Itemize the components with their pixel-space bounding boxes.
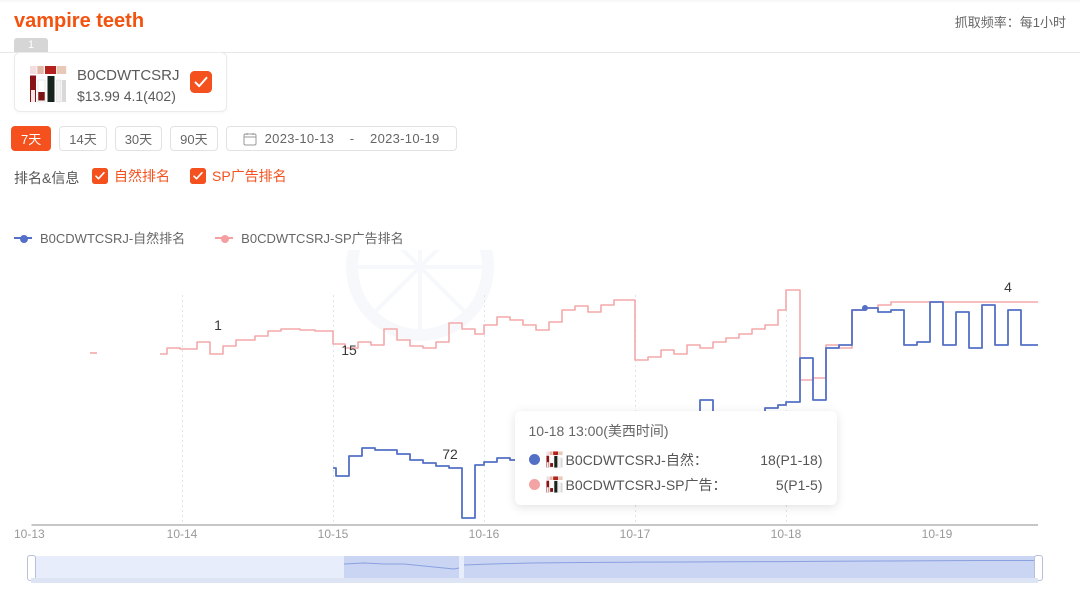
- svg-text:1: 1: [214, 317, 222, 333]
- svg-text:15: 15: [341, 342, 357, 358]
- svg-text:4: 4: [1004, 279, 1012, 295]
- svg-text:72: 72: [442, 446, 458, 462]
